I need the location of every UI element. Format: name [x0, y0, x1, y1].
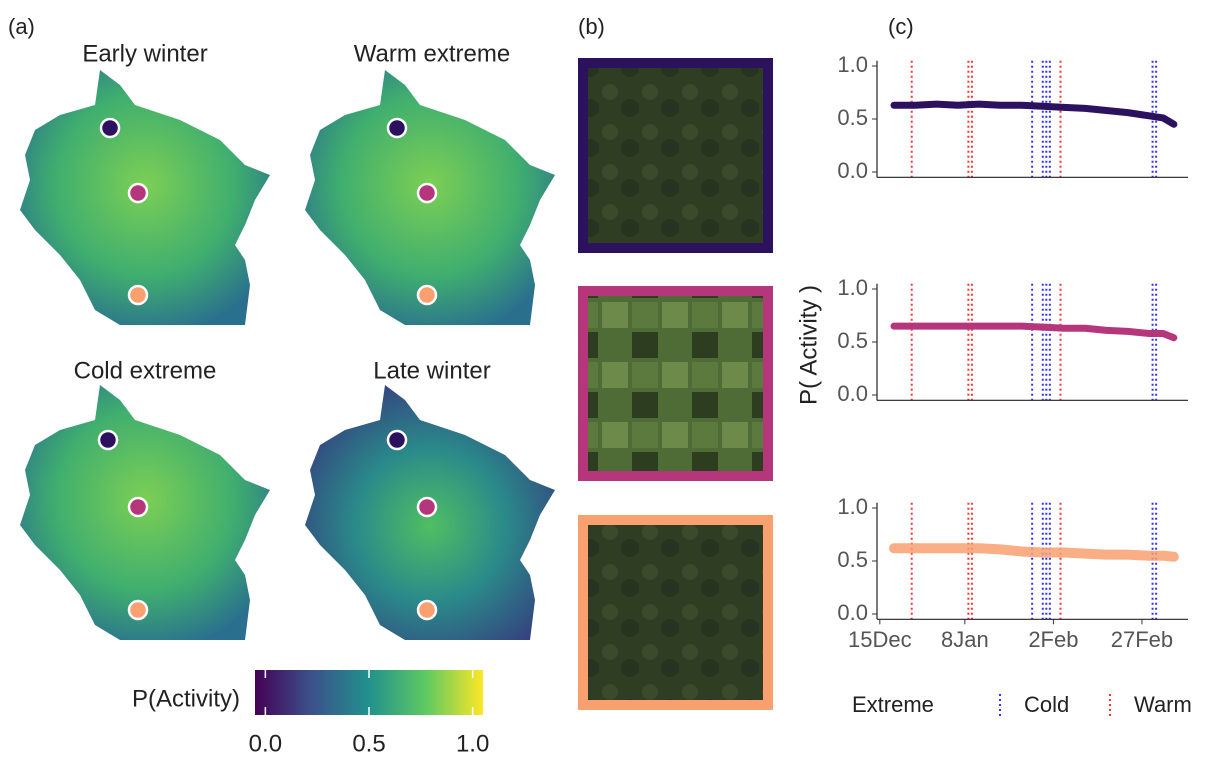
site-dot	[99, 117, 121, 139]
y-tick-label: 0.5	[837, 547, 868, 572]
legend-title: Extreme	[852, 692, 934, 717]
y-tick-label: 1.0	[837, 494, 868, 519]
site-dot	[416, 496, 438, 518]
x-tick-label: 8Jan	[941, 627, 989, 652]
site-dot	[97, 429, 119, 451]
x-tick-label: 2Feb	[1028, 627, 1078, 652]
map-title: Cold extreme	[74, 357, 217, 384]
map-title: Early winter	[82, 40, 207, 67]
y-tick-label: 1.0	[837, 52, 868, 77]
y-axis-label: P( Activity )	[795, 285, 822, 405]
x-tick-label: 27Feb	[1111, 627, 1173, 652]
colorbar: P(Activity) 0.0 0.5 1.0	[132, 670, 489, 757]
y-tick-label: 0.5	[837, 328, 868, 353]
panel-label: (b)	[578, 14, 605, 39]
site-dot	[127, 182, 149, 204]
site-dot	[127, 599, 149, 621]
y-tick-label: 0.0	[837, 158, 868, 183]
site-dot	[416, 284, 438, 306]
y-tick-label: 1.0	[837, 275, 868, 300]
site-markers	[97, 117, 438, 621]
map-title: Warm extreme	[354, 40, 510, 67]
panel-label: (a)	[8, 14, 35, 39]
site-dot	[127, 284, 149, 306]
site-dot	[416, 182, 438, 204]
site-images	[578, 58, 773, 710]
y-tick-label: 0.0	[837, 600, 868, 625]
series-line	[890, 100, 1178, 128]
site-image	[578, 286, 773, 481]
legend-label: Cold	[1024, 692, 1069, 717]
y-tick-label: 0.5	[837, 105, 868, 130]
colorbar-tick-label: 0.0	[249, 730, 282, 757]
colorbar-tick-label: 0.5	[352, 730, 385, 757]
site-dot	[127, 496, 149, 518]
site-dot	[416, 599, 438, 621]
maps: Early winter Warm extreme Cold extreme L…	[20, 40, 555, 640]
colorbar-tick-label: 1.0	[456, 730, 489, 757]
legend-label: Warm	[1134, 692, 1192, 717]
x-tick-label: 15Dec	[848, 627, 912, 652]
series-line	[889, 543, 1179, 562]
panel-labels: (a) (b) (c)	[8, 14, 914, 39]
site-image	[578, 515, 773, 710]
y-tick-label: 0.0	[837, 381, 868, 406]
site-dot	[386, 429, 408, 451]
panel-label: (c)	[888, 14, 914, 39]
map-title: Late winter	[373, 357, 490, 384]
colorbar-title: P(Activity)	[132, 685, 240, 712]
series-line	[890, 322, 1178, 342]
legend: Extreme Cold Warm	[852, 692, 1192, 718]
site-dot	[386, 117, 408, 139]
charts: 0.0 0.5 1.0 0.0 0.5 1.0 0.0 0.5 1.0 15Dec 8Jan 2Feb…	[837, 52, 1188, 652]
site-image	[578, 58, 773, 253]
